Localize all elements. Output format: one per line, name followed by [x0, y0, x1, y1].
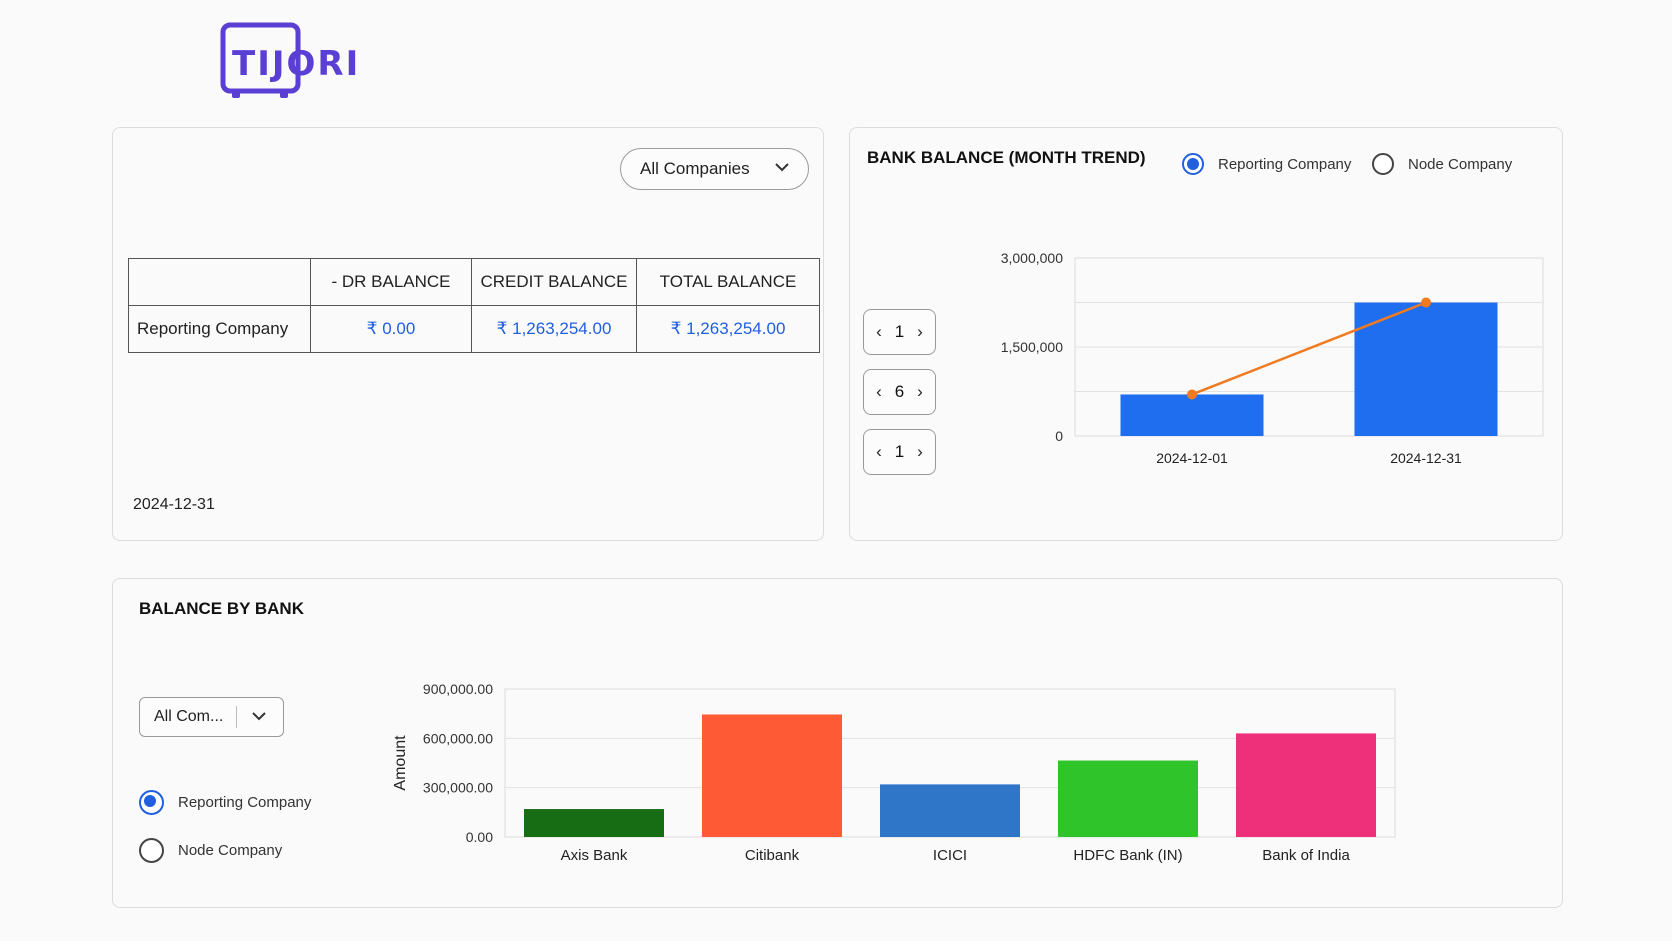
logo-text: TIJORI — [232, 44, 361, 84]
trend-line — [1191, 301, 1427, 396]
bank-balance-trend-card: BANK BALANCE (MONTH TREND) Reporting Com… — [849, 127, 1563, 541]
chevron-left-icon[interactable]: ‹ — [876, 382, 882, 401]
bar — [702, 714, 842, 837]
bank-company-dropdown-value: All Com... — [154, 708, 224, 725]
credit-balance-link[interactable]: ₹ 1,263,254.00 — [471, 305, 637, 353]
x-tick-label: Citibank — [745, 847, 800, 864]
bar — [1354, 302, 1498, 436]
balance-table: - DR BALANCE CREDIT BALANCE TOTAL BALANC… — [128, 258, 820, 353]
x-tick-label: Bank of India — [1262, 847, 1350, 864]
radio-reporting-company[interactable]: Reporting Company — [139, 790, 311, 815]
table-row: Reporting Company ₹ 0.00 ₹ 1,263,254.00 … — [128, 305, 820, 353]
bar — [880, 784, 1020, 837]
column-header-total-balance: TOTAL BALANCE — [636, 258, 820, 306]
radio-selected-icon — [139, 790, 164, 815]
chevron-down-icon — [252, 712, 266, 721]
company-dropdown-value: All Companies — [640, 159, 750, 178]
chevron-left-icon[interactable]: ‹ — [876, 442, 882, 461]
bybank-title: BALANCE BY BANK — [139, 599, 304, 618]
chevron-right-icon[interactable]: › — [917, 382, 923, 401]
column-header-empty — [128, 258, 311, 306]
bar — [1120, 394, 1264, 436]
y-tick-label: 0 — [1055, 428, 1063, 444]
x-tick-label: 2024-12-01 — [1156, 450, 1228, 466]
trend-chart: 0 1,500,000 3,000,000 2024-12-01 2024-12-31 — [1001, 250, 1544, 466]
trend-title: BANK BALANCE (MONTH TREND) — [867, 148, 1146, 167]
x-tick-label: 2024-12-31 — [1390, 450, 1462, 466]
bar — [1236, 733, 1376, 837]
y-tick-label: 1,500,000 — [1001, 339, 1063, 355]
column-header-dr-balance: - DR BALANCE — [310, 258, 472, 306]
chevron-down-icon — [775, 163, 789, 172]
radio-reporting-label: Reporting Company — [1218, 155, 1352, 173]
radio-reporting-company[interactable]: Reporting Company — [1182, 153, 1351, 175]
y-axis-label: Amount — [392, 735, 409, 791]
x-tick-label: HDFC Bank (IN) — [1073, 847, 1182, 864]
chevron-left-icon[interactable]: ‹ — [876, 322, 882, 341]
radio-unselected-icon — [1372, 153, 1394, 175]
column-header-credit-balance: CREDIT BALANCE — [471, 258, 637, 306]
balance-by-bank-chart: 0.00 300,000.00 600,000.00 900,000.00 Amount… — [392, 681, 1396, 864]
pager-1: ‹ 1 › — [863, 309, 936, 355]
balance-summary-card: All Companies - DR BALANCE CREDIT BALANC… — [112, 127, 824, 541]
pager-value: 1 — [894, 442, 905, 461]
bar — [524, 809, 664, 837]
radio-node-label: Node Company — [1408, 155, 1513, 173]
chevron-right-icon[interactable]: › — [917, 322, 923, 341]
tijori-logo — [220, 22, 301, 98]
y-tick-label: 300,000.00 — [423, 780, 493, 796]
bar — [1058, 760, 1198, 837]
balance-table-header: - DR BALANCE CREDIT BALANCE TOTAL BALANC… — [128, 258, 820, 306]
pager-3: ‹ 1 › — [863, 429, 936, 475]
dr-balance-link[interactable]: ₹ 0.00 — [310, 305, 472, 353]
y-tick-label: 3,000,000 — [1001, 250, 1063, 266]
x-tick-label: Axis Bank — [561, 847, 628, 864]
pager-value: 6 — [894, 382, 905, 401]
trend-point — [1421, 297, 1431, 308]
company-dropdown[interactable]: All Companies — [620, 148, 809, 190]
balance-by-bank-card: BALANCE BY BANK All Com... Reporting Com… — [112, 578, 1563, 908]
dropdown-separator — [236, 706, 237, 728]
total-balance-link[interactable]: ₹ 1,263,254.00 — [636, 305, 820, 353]
radio-unselected-icon — [139, 838, 164, 863]
y-tick-label: 900,000.00 — [423, 681, 493, 697]
radio-reporting-label: Reporting Company — [178, 794, 312, 811]
pager-2: ‹ 6 › — [863, 369, 936, 415]
radio-node-label: Node Company — [178, 842, 283, 859]
radio-node-company[interactable]: Node Company — [139, 838, 282, 863]
chevron-right-icon[interactable]: › — [917, 442, 923, 461]
trend-point — [1187, 389, 1197, 400]
pager-value: 1 — [894, 322, 905, 341]
radio-selected-icon — [1182, 153, 1204, 175]
y-tick-label: 600,000.00 — [423, 730, 493, 746]
x-tick-label: ICICI — [933, 847, 967, 864]
as-of-date: 2024-12-31 — [133, 496, 215, 513]
row-label: Reporting Company — [128, 305, 311, 353]
y-tick-label: 0.00 — [466, 829, 493, 845]
radio-node-company[interactable]: Node Company — [1372, 153, 1512, 175]
bank-company-dropdown[interactable]: All Com... — [139, 697, 284, 737]
